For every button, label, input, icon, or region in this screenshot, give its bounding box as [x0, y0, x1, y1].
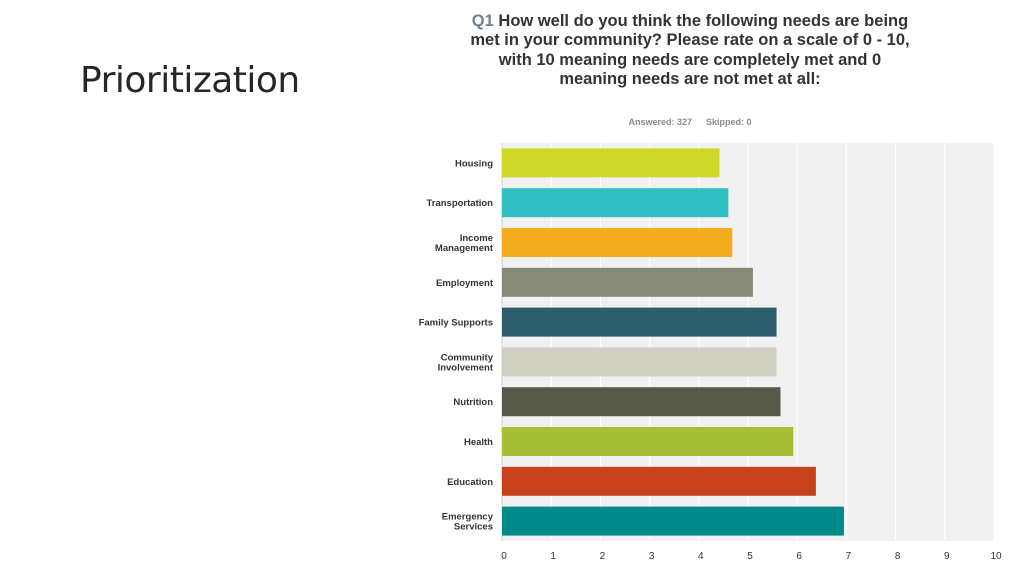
x-tick-label: 9: [944, 551, 950, 562]
bar: [502, 267, 753, 297]
answered-count: Answered: 327: [628, 117, 692, 127]
category-label: Transportation: [426, 198, 493, 209]
category-label: Education: [447, 477, 493, 488]
category-label: Community Involvement: [438, 352, 494, 373]
x-tick-label: 4: [698, 551, 704, 562]
bar: [502, 387, 781, 417]
x-tick-label: 5: [747, 551, 753, 562]
bar: [502, 148, 720, 178]
x-tick-label: 1: [550, 551, 556, 562]
bar: [502, 188, 729, 218]
category-label: Employment: [436, 278, 494, 289]
x-tick-label: 8: [895, 551, 901, 562]
bar: [502, 506, 844, 536]
category-label: Housing: [455, 158, 493, 169]
slide-title: Prioritization: [80, 60, 300, 101]
category-label: Income Management: [435, 233, 494, 254]
x-tick-label: 2: [600, 551, 606, 562]
question-number: Q1: [471, 12, 494, 30]
bar: [502, 307, 777, 337]
bar: [502, 228, 733, 257]
x-tick-label: 0: [501, 551, 507, 562]
skipped-count: Skipped: 0: [706, 117, 752, 127]
x-tick-label: 3: [649, 551, 655, 562]
category-label: Nutrition: [453, 397, 493, 408]
response-stats: Answered: 327 Skipped: 0: [560, 117, 820, 127]
bar: [502, 427, 794, 456]
category-label: Emergency Services: [442, 512, 494, 533]
bar: [502, 466, 816, 496]
category-label: Health: [464, 437, 493, 448]
x-tick-label: 10: [990, 551, 1002, 562]
question-body: How well do you think the following need…: [470, 12, 910, 88]
bar: [502, 347, 777, 377]
category-label: Family Supports: [419, 318, 493, 329]
x-tick-label: 6: [796, 551, 802, 562]
question-text: Q1 How well do you think the following n…: [470, 12, 910, 89]
x-tick-label: 7: [846, 551, 852, 562]
